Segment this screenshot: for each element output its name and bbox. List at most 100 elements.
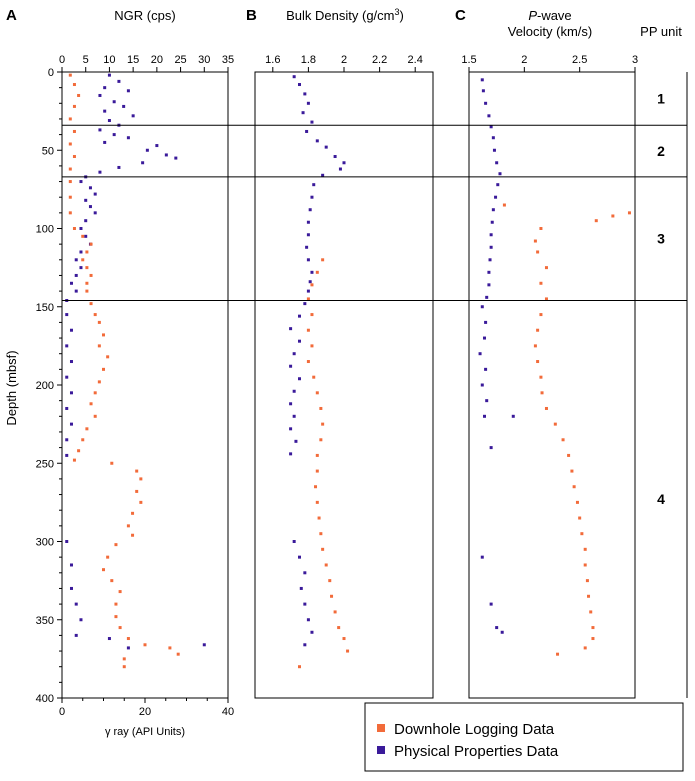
velocity-point	[580, 532, 584, 536]
ngr-point	[145, 148, 149, 152]
ngr-point	[122, 104, 126, 108]
gamma-point	[77, 449, 81, 453]
gamma-point	[106, 555, 110, 559]
gamma-point	[68, 117, 72, 121]
x-tick-label: 2.4	[408, 54, 423, 66]
density-point	[338, 167, 342, 171]
velocity-point	[491, 136, 495, 140]
legend: Downhole Logging Data Physical Propertie…	[364, 702, 684, 772]
x-tick-label: 2.2	[372, 54, 387, 66]
ngr-point	[79, 227, 83, 230]
gamma-point	[97, 320, 101, 324]
velocity-point	[533, 239, 537, 243]
velocity-point	[494, 195, 498, 199]
gamma-point	[68, 167, 72, 171]
ngr-point	[107, 73, 111, 77]
velocity-point	[539, 281, 543, 285]
velocity-point	[484, 367, 488, 371]
gamma-point	[81, 234, 85, 238]
unit-labels: 1 2 3 4	[657, 91, 665, 508]
gamma-point	[110, 461, 114, 465]
y-tick-label: 300	[36, 537, 54, 549]
density-point	[298, 83, 301, 87]
density-point	[333, 610, 337, 614]
density-point	[308, 208, 312, 212]
velocity-point	[484, 101, 488, 105]
gamma-point	[139, 477, 143, 481]
velocity-point	[502, 203, 506, 207]
density-point	[289, 327, 293, 331]
density-point	[294, 439, 298, 443]
panel-c-frame	[468, 71, 636, 699]
ngr-point	[98, 93, 102, 97]
y-tick-label: 200	[36, 380, 54, 392]
density-point	[330, 594, 334, 598]
ngr-point	[103, 86, 107, 90]
velocity-point	[485, 295, 489, 299]
velocity-point	[495, 161, 499, 165]
ngr-point	[202, 643, 206, 647]
density-point	[310, 630, 314, 634]
density-point	[306, 297, 310, 301]
density-point	[321, 173, 325, 177]
gamma-point	[114, 602, 118, 606]
density-point	[317, 516, 321, 520]
ngr-point	[112, 133, 116, 137]
pwave-axis-title-2: Velocity (km/s)	[508, 24, 593, 39]
density-point	[306, 258, 310, 262]
velocity-point	[583, 547, 587, 551]
ngr-point	[112, 100, 116, 104]
velocity-point	[587, 594, 591, 598]
density-point	[319, 532, 323, 536]
y-tick-label: 400	[36, 693, 54, 705]
ngr-tick-label: 30	[198, 54, 210, 66]
ngr-point	[69, 422, 73, 426]
density-point	[328, 579, 332, 583]
x-tick-label: 1.8	[301, 54, 316, 66]
ngr-point	[93, 192, 97, 196]
ngr-point	[164, 153, 168, 157]
panel-b-frame	[254, 71, 434, 699]
ngr-point	[65, 375, 69, 379]
velocity-point	[594, 219, 598, 223]
velocity-point	[583, 646, 587, 650]
gamma-point	[93, 414, 97, 418]
velocity-point	[496, 183, 500, 187]
gamma-point	[97, 344, 101, 348]
ngr-point	[126, 89, 130, 93]
density-point	[303, 602, 307, 606]
unit-boundaries	[62, 124, 687, 301]
velocity-point	[498, 172, 502, 176]
y-tick-label: 350	[36, 615, 54, 627]
gamma-point	[89, 242, 93, 246]
gamma-point	[85, 281, 89, 285]
velocity-point	[491, 208, 495, 212]
ngr-point	[65, 344, 69, 348]
y-tick-label: 100	[36, 224, 54, 236]
density-point	[321, 422, 325, 426]
ngr-point	[69, 328, 73, 332]
density-point	[298, 665, 301, 669]
pwave-axis-title: P-wave	[528, 8, 571, 23]
ngr-point	[74, 633, 78, 637]
velocity-point	[539, 313, 543, 317]
density-point	[312, 183, 316, 187]
ngr-point	[117, 165, 121, 169]
gamma-point	[102, 367, 105, 371]
velocity-point	[540, 391, 544, 395]
pp-unit-label: 4	[657, 491, 665, 507]
velocity-point	[482, 336, 486, 340]
x-tick-label: 1.5	[461, 54, 476, 66]
density-point	[337, 626, 341, 630]
velocity-point	[553, 422, 557, 426]
gamma-point	[93, 391, 97, 395]
y-axis-title: Depth (mbsf)	[4, 350, 19, 425]
density-point	[310, 120, 314, 124]
ngr-point	[69, 586, 73, 590]
ngr-tick-label: 0	[59, 54, 65, 66]
gamma-point	[106, 355, 110, 359]
density-point	[306, 618, 310, 622]
panel-a-frame	[61, 71, 229, 699]
ngr-point	[126, 136, 130, 140]
